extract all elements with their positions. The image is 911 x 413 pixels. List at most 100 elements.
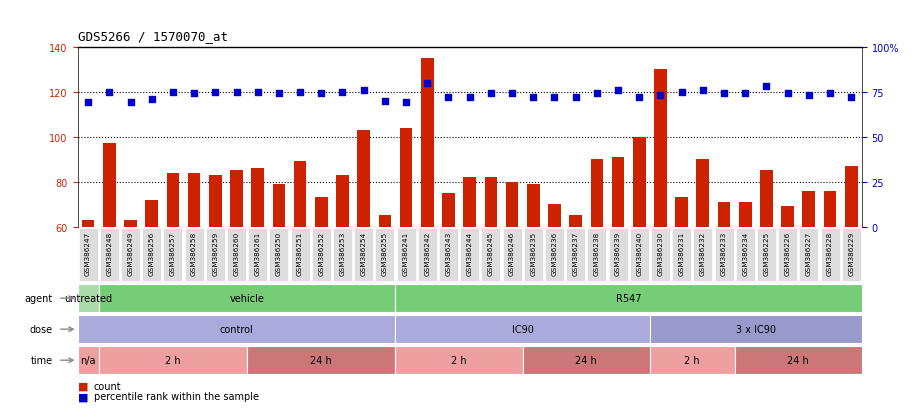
FancyBboxPatch shape bbox=[227, 228, 246, 282]
Text: agent: agent bbox=[25, 293, 52, 304]
Text: R547: R547 bbox=[615, 293, 640, 304]
Text: GSM386231: GSM386231 bbox=[678, 231, 684, 275]
Text: 24 h: 24 h bbox=[575, 355, 597, 366]
Bar bbox=[82, 221, 95, 227]
Text: GSM386257: GSM386257 bbox=[169, 231, 176, 275]
Point bbox=[271, 91, 286, 97]
FancyBboxPatch shape bbox=[438, 228, 457, 282]
Point bbox=[673, 89, 688, 96]
Bar bbox=[653, 70, 666, 227]
Bar bbox=[674, 198, 687, 227]
Point bbox=[292, 89, 307, 96]
FancyBboxPatch shape bbox=[692, 228, 711, 282]
FancyBboxPatch shape bbox=[206, 228, 225, 282]
Bar bbox=[167, 173, 179, 227]
Bar bbox=[781, 207, 793, 227]
Text: GSM386230: GSM386230 bbox=[657, 231, 662, 275]
Text: GSM386254: GSM386254 bbox=[360, 231, 366, 275]
Point bbox=[398, 100, 413, 107]
Text: GSM386247: GSM386247 bbox=[85, 231, 91, 275]
Bar bbox=[378, 216, 391, 227]
Bar bbox=[484, 178, 496, 227]
Point bbox=[547, 95, 561, 101]
Text: time: time bbox=[30, 355, 52, 366]
Bar bbox=[738, 202, 751, 227]
Bar bbox=[272, 185, 285, 227]
Text: GSM386232: GSM386232 bbox=[699, 231, 705, 275]
Bar bbox=[314, 198, 327, 227]
Text: GSM386248: GSM386248 bbox=[107, 231, 112, 275]
Bar bbox=[209, 176, 221, 227]
Point bbox=[568, 95, 582, 101]
FancyBboxPatch shape bbox=[312, 228, 331, 282]
Bar bbox=[463, 178, 476, 227]
FancyBboxPatch shape bbox=[523, 228, 542, 282]
Text: 24 h: 24 h bbox=[310, 355, 332, 366]
FancyBboxPatch shape bbox=[841, 228, 860, 282]
FancyBboxPatch shape bbox=[820, 228, 839, 282]
FancyBboxPatch shape bbox=[77, 285, 98, 312]
Bar bbox=[568, 216, 581, 227]
Text: 2 h: 2 h bbox=[451, 355, 466, 366]
Bar bbox=[548, 205, 560, 227]
FancyBboxPatch shape bbox=[99, 228, 118, 282]
Point bbox=[843, 95, 857, 101]
Point bbox=[716, 91, 731, 97]
Point bbox=[737, 91, 752, 97]
Text: GSM386227: GSM386227 bbox=[805, 231, 811, 275]
Point bbox=[251, 89, 265, 96]
FancyBboxPatch shape bbox=[756, 228, 775, 282]
FancyBboxPatch shape bbox=[396, 228, 415, 282]
Text: n/a: n/a bbox=[80, 355, 96, 366]
FancyBboxPatch shape bbox=[269, 228, 288, 282]
Text: GSM386259: GSM386259 bbox=[212, 231, 218, 275]
Point bbox=[758, 84, 773, 90]
Text: GSM386228: GSM386228 bbox=[826, 231, 832, 275]
Bar bbox=[336, 176, 349, 227]
Text: GSM386239: GSM386239 bbox=[614, 231, 620, 275]
Bar bbox=[124, 221, 137, 227]
Text: GSM386237: GSM386237 bbox=[572, 231, 578, 275]
FancyBboxPatch shape bbox=[650, 228, 670, 282]
Bar bbox=[844, 166, 856, 227]
FancyBboxPatch shape bbox=[587, 228, 606, 282]
Bar bbox=[717, 202, 730, 227]
Text: GDS5266 / 1570070_at: GDS5266 / 1570070_at bbox=[77, 31, 227, 43]
Point bbox=[377, 98, 392, 105]
Text: 2 h: 2 h bbox=[683, 355, 700, 366]
FancyBboxPatch shape bbox=[502, 228, 521, 282]
Point bbox=[695, 87, 710, 94]
FancyBboxPatch shape bbox=[735, 228, 754, 282]
FancyBboxPatch shape bbox=[522, 347, 650, 374]
Bar bbox=[399, 128, 412, 227]
FancyBboxPatch shape bbox=[650, 316, 861, 343]
Point bbox=[526, 95, 540, 101]
Text: GSM386256: GSM386256 bbox=[148, 231, 155, 275]
FancyBboxPatch shape bbox=[777, 228, 796, 282]
Text: GSM386236: GSM386236 bbox=[551, 231, 557, 275]
FancyBboxPatch shape bbox=[247, 347, 395, 374]
Text: 2 h: 2 h bbox=[165, 355, 180, 366]
Point bbox=[313, 91, 328, 97]
Point bbox=[420, 80, 435, 87]
FancyBboxPatch shape bbox=[608, 228, 627, 282]
Bar bbox=[188, 173, 200, 227]
Text: GSM386250: GSM386250 bbox=[276, 231, 281, 275]
Text: dose: dose bbox=[29, 324, 52, 335]
FancyBboxPatch shape bbox=[481, 228, 500, 282]
FancyBboxPatch shape bbox=[184, 228, 203, 282]
Bar bbox=[230, 171, 242, 227]
Text: 3 x IC90: 3 x IC90 bbox=[735, 324, 775, 335]
FancyBboxPatch shape bbox=[671, 228, 691, 282]
Bar bbox=[589, 160, 602, 227]
Text: GSM386251: GSM386251 bbox=[297, 231, 302, 275]
Point bbox=[208, 89, 222, 96]
Bar bbox=[527, 185, 539, 227]
Text: GSM386253: GSM386253 bbox=[339, 231, 345, 275]
Text: ■: ■ bbox=[77, 381, 88, 391]
Bar bbox=[251, 169, 264, 227]
Bar bbox=[759, 171, 772, 227]
FancyBboxPatch shape bbox=[460, 228, 478, 282]
Point bbox=[81, 100, 96, 107]
FancyBboxPatch shape bbox=[798, 228, 817, 282]
